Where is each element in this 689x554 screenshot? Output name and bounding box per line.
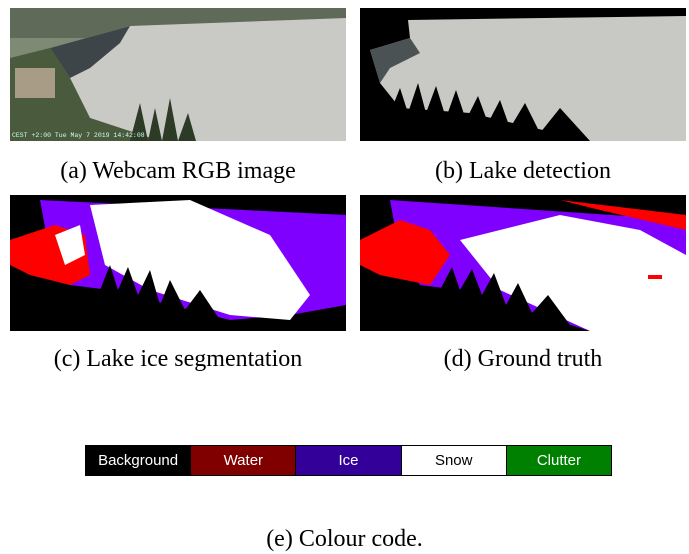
caption: (d) Ground truth: [443, 346, 603, 372]
caption: (a) Webcam RGB image: [60, 158, 296, 184]
legend-cell: Background: [86, 446, 192, 475]
colour-legend: Background Water Ice Snow Clutter: [85, 445, 612, 476]
caption: (b) Lake detection: [435, 158, 611, 184]
legend-cell: Clutter: [506, 446, 612, 475]
caption: (e) Colour code.: [266, 526, 423, 552]
legend-cell: Ice: [296, 446, 402, 475]
timestamp: CEST +2:00 Tue May 7 2019 14:42:08: [12, 132, 145, 139]
ground-truth: [360, 195, 686, 331]
ice-segmentation: [10, 195, 346, 331]
webcam-image: CEST +2:00 Tue May 7 2019 14:42:08: [10, 8, 346, 141]
legend-cell: Water: [191, 446, 297, 475]
caption: (c) Lake ice segmentation: [53, 346, 303, 372]
legend-cell: Snow: [401, 446, 507, 475]
lake-detection: [360, 8, 686, 141]
